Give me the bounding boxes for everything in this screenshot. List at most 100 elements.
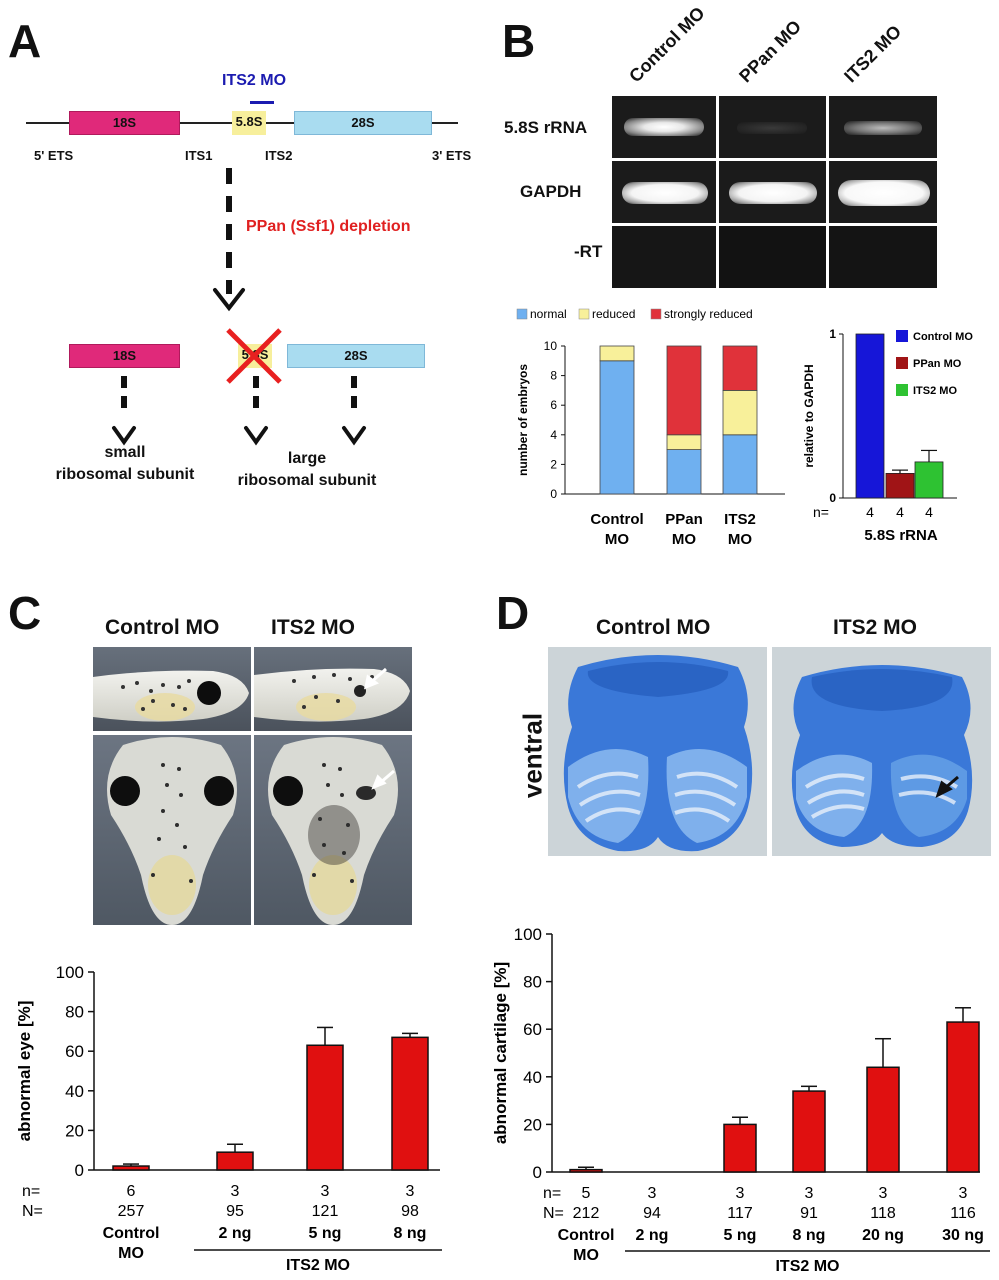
N-value-5: 116 <box>950 1205 976 1222</box>
y-tick-label-0: 0 <box>533 1163 542 1182</box>
N-value-2: 117 <box>727 1205 753 1222</box>
x-cat-label-3: 8 ng <box>793 1227 826 1244</box>
panel-letter-b: B <box>502 15 536 67</box>
n-value-4: 3 <box>879 1185 888 1202</box>
x-cat-label-2-line1: ITS2 <box>724 511 756 528</box>
rrna-relative-chart: 0 1 relative to GAPDH 4 4 4 n= 5.8S rRNA Control… <box>802 327 973 544</box>
y-tick-label-0: 0 <box>75 1161 84 1180</box>
ventral-label: ventral <box>517 712 548 799</box>
legend-label-0: normal <box>530 307 567 321</box>
segment-28s-label: 28S <box>351 115 375 130</box>
N-value-4: 118 <box>870 1205 896 1222</box>
n-value-1: 3 <box>231 1183 240 1200</box>
arrow-head-main <box>213 288 245 312</box>
arrow-head-28s <box>342 426 366 446</box>
gel-row-label-gapdh: GAPDH <box>520 182 582 201</box>
N-value-1: 95 <box>226 1203 244 1220</box>
bar-4 <box>866 1066 900 1173</box>
gel-row-label-rrna: 5.8S rRNA <box>504 118 588 137</box>
bar-1-2 <box>666 345 702 436</box>
large-subunit-label: large ribosomal subunit <box>232 448 382 492</box>
band-rrna-ppan <box>737 122 807 134</box>
bar-3 <box>391 1036 429 1171</box>
y-tick-label-3: 60 <box>65 1042 84 1061</box>
label-its1: ITS1 <box>185 148 213 163</box>
legend-label-0: Control MO <box>913 331 973 343</box>
arrow-icon <box>363 667 387 690</box>
x-cat-label-0-line2: MO <box>605 531 629 548</box>
y-tick-label-2: 40 <box>65 1082 84 1101</box>
bar-2 <box>723 1123 757 1173</box>
x-cat-label-4: 20 ng <box>862 1227 904 1244</box>
n-label: n= <box>813 504 829 520</box>
legend-swatch-1 <box>578 308 590 320</box>
y-tick-label-1: 20 <box>523 1115 542 1134</box>
band-gapdh-ppan <box>729 182 817 204</box>
panel-letter-d: D <box>496 587 530 639</box>
n-value-2: 4 <box>925 504 933 520</box>
cartilage-control-image <box>548 647 767 856</box>
x-cat-label-0-line2: MO <box>573 1247 599 1264</box>
bar-0 <box>855 333 885 499</box>
N-value-2: 121 <box>312 1203 339 1220</box>
x-cat-label-2-line2: MO <box>728 531 752 548</box>
n-value-1: 4 <box>896 504 904 520</box>
bar-1-0 <box>666 449 702 495</box>
small-subunit-label: small ribosomal subunit <box>50 442 200 486</box>
n-value-1: 3 <box>648 1185 657 1202</box>
legend-swatch-0 <box>896 330 908 342</box>
x-axis-title: 5.8S rRNA <box>864 527 938 544</box>
bar-1-1 <box>666 434 702 451</box>
x-cat-label-1-line1: PPan <box>665 511 703 528</box>
tadpole-dorsal-control-image <box>93 735 251 925</box>
bar-0 <box>569 1168 603 1173</box>
band-rrna-control <box>624 118 704 136</box>
bar-0-0 <box>599 360 635 495</box>
cartilage-its2-image <box>772 647 991 856</box>
bar-0-1 <box>599 345 635 362</box>
x-cat-label-1-line2: MO <box>672 531 696 548</box>
tadpole-lateral-control-image <box>93 647 251 731</box>
bar-2 <box>306 1044 344 1171</box>
y-tick-label-2: 40 <box>523 1068 542 1087</box>
product-18s-label: 18S <box>112 348 137 363</box>
bar-0 <box>112 1165 150 1171</box>
bar-2-2 <box>722 345 758 391</box>
segment-5-8s-label: 5.8S <box>235 114 263 129</box>
bar-3 <box>792 1090 826 1173</box>
product-28s-label: 28S <box>344 348 368 363</box>
y-axis-title: abnormal cartilage [%] <box>491 962 510 1144</box>
ppan-depletion-label: PPan (Ssf1) depletion <box>246 218 411 235</box>
bar-1 <box>216 1151 254 1171</box>
x-cat-label-0-line1: Control <box>103 1225 160 1242</box>
N-value-0: 212 <box>573 1205 600 1222</box>
y-tick-label-2: 4 <box>550 428 557 442</box>
panel-letter-c: C <box>8 587 42 639</box>
legend-swatch-1 <box>896 357 908 369</box>
legend-swatch-0 <box>516 308 528 320</box>
gel-cell-rt-ppan <box>719 226 826 288</box>
N-value-3: 91 <box>800 1205 818 1222</box>
y-tick-label-4: 8 <box>550 369 557 383</box>
panel-c-col-its2: ITS2 MO <box>271 616 356 639</box>
segment-5-8s: 5.8S <box>232 111 266 135</box>
segment-18s: 18S <box>69 111 180 135</box>
group-label: ITS2 MO <box>775 1258 839 1275</box>
segment-18s-label: 18S <box>112 115 137 130</box>
y-tick-label-3: 60 <box>523 1020 542 1039</box>
y-tick-label-1: 2 <box>550 457 557 471</box>
product-18s: 18S <box>69 344 180 368</box>
x-cat-label-3: 8 ng <box>394 1225 427 1242</box>
red-cross-icon <box>226 328 282 384</box>
N-value-3: 98 <box>401 1203 419 1220</box>
N-label: N= <box>22 1203 43 1220</box>
arrow-head-58s <box>244 426 268 446</box>
label-its2: ITS2 <box>265 148 293 163</box>
gel-image <box>612 96 937 288</box>
group-label: ITS2 MO <box>286 1257 350 1274</box>
band-gapdh-its2 <box>838 180 930 206</box>
panel-letter-a: A <box>8 15 42 67</box>
x-cat-label-1: 2 ng <box>636 1227 669 1244</box>
product-28s: 28S <box>287 344 425 368</box>
